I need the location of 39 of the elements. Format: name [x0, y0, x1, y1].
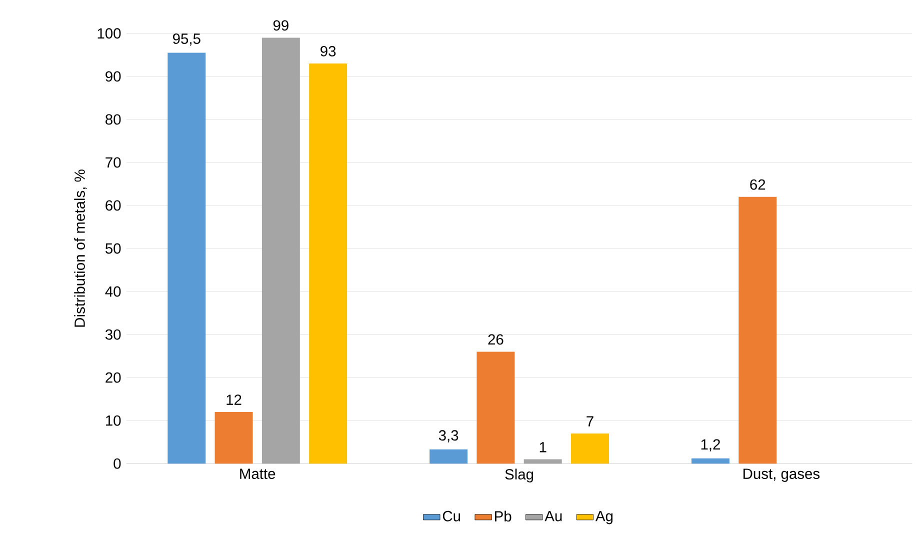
data-label: 99: [273, 20, 288, 31]
y-axis-title: Distribution of metals, %: [74, 170, 87, 327]
x-tick-label: Slag: [505, 468, 534, 482]
x-tick-label: Matte: [240, 468, 276, 480]
data-label: 93: [320, 46, 336, 56]
y-tick-label: 60: [106, 200, 121, 211]
data-label: 62: [750, 179, 766, 190]
y-tick-label: 70: [106, 157, 121, 168]
y-tick-label: 90: [106, 71, 121, 82]
y-tick-label: 10: [106, 415, 121, 426]
y-tick-label: 0: [114, 458, 121, 469]
data-label: 3,3: [438, 430, 458, 442]
data-label: 1,2: [701, 439, 720, 452]
bar: [214, 412, 253, 464]
y-tick-label: 100: [98, 28, 121, 39]
data-label: 26: [488, 334, 504, 345]
bar: [476, 352, 515, 464]
y-tick-label: 30: [105, 329, 121, 340]
bar: [430, 449, 468, 464]
bar: [738, 196, 777, 464]
legend-label: Au: [544, 511, 562, 522]
bar: [309, 64, 348, 464]
y-tick-label: 40: [105, 286, 121, 297]
bar: [691, 458, 730, 464]
data-label: 12: [226, 394, 242, 405]
y-tick-label: 50: [105, 243, 121, 254]
legend-label: Ag: [595, 511, 613, 524]
y-tick-label: 80: [106, 114, 121, 125]
legend-label: Pb: [495, 510, 512, 522]
bar: [524, 459, 562, 464]
data-label: 1: [540, 442, 546, 452]
bar: [262, 38, 300, 464]
x-tick-label: Dust, gases: [744, 468, 820, 482]
data-label: 95,5: [172, 34, 200, 46]
bar: [168, 52, 206, 464]
bar: [571, 434, 609, 464]
y-tick-label: 20: [106, 372, 121, 383]
legend-label: Cu: [442, 510, 460, 522]
data-label: 7: [586, 416, 594, 426]
